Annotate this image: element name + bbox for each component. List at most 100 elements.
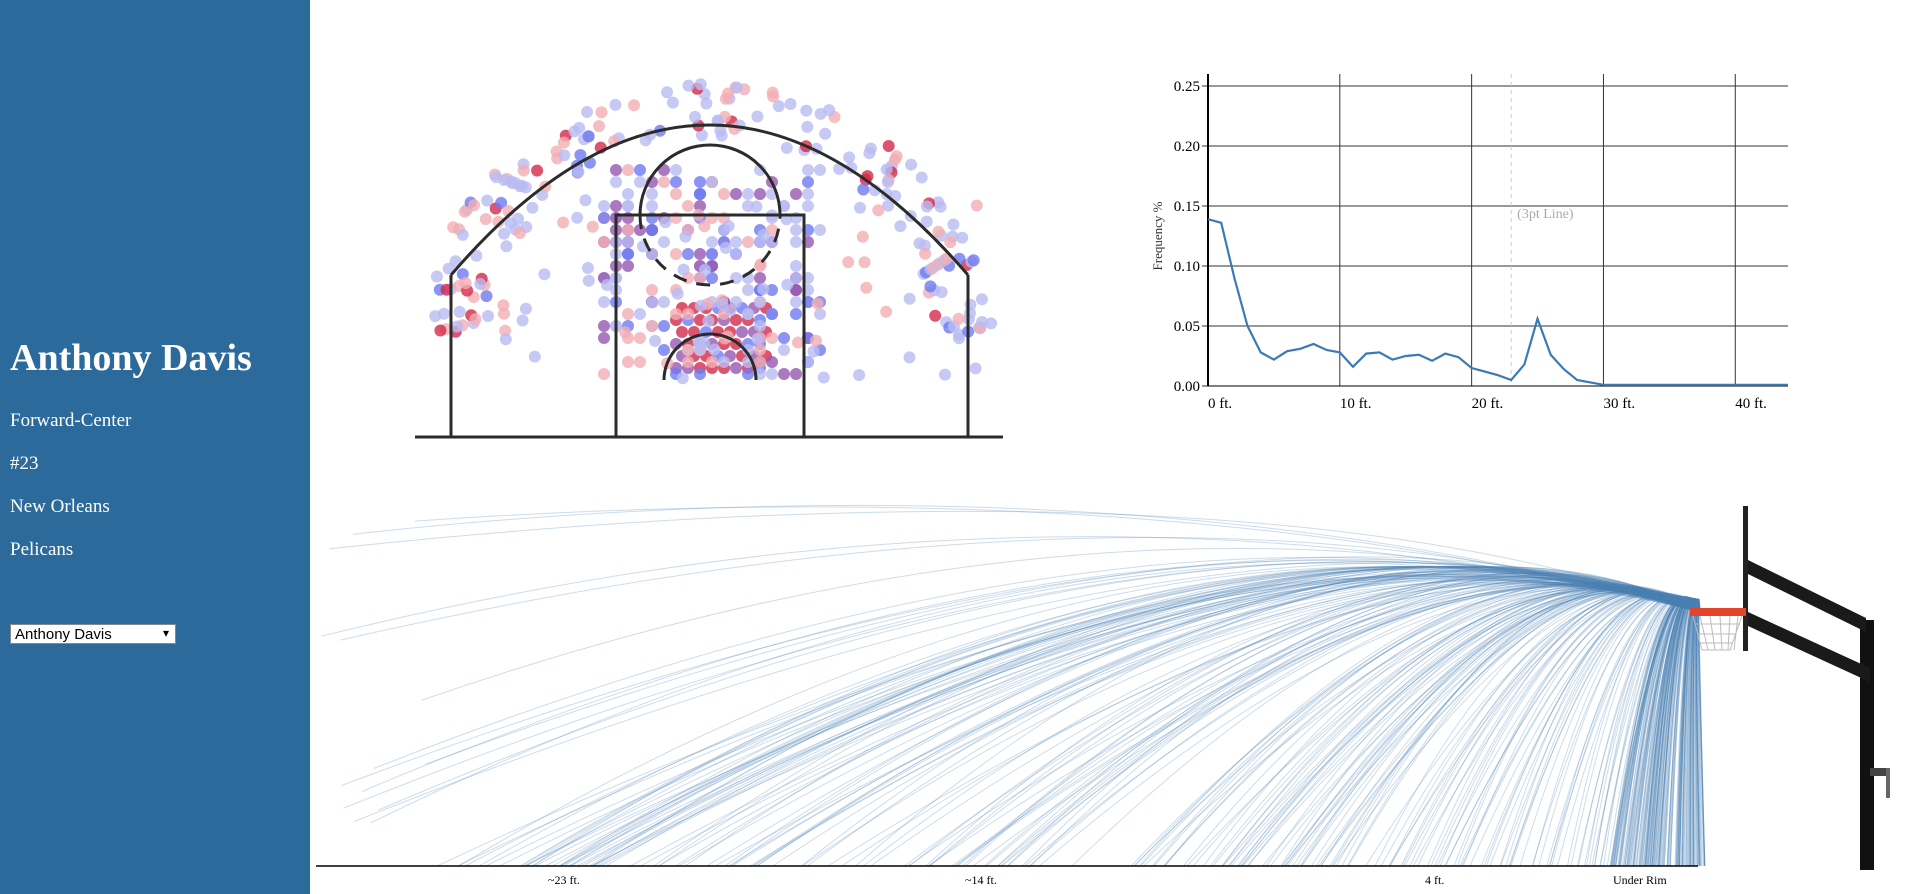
stand-base-bracket [1870, 768, 1886, 776]
shot-dot [890, 150, 903, 163]
shot-arc [1659, 597, 1701, 867]
shot-dot [579, 194, 592, 207]
shot-dot [572, 165, 585, 178]
shot-dot [610, 176, 622, 188]
shot-dot [479, 213, 492, 226]
frequency-y-label: Frequency % [1150, 201, 1165, 270]
shot-arc [1222, 585, 1701, 867]
shot-arc [1647, 597, 1701, 867]
shot-dot [557, 136, 570, 149]
arc-tick-label: ~23 ft. [548, 873, 580, 887]
shot-arc [1692, 598, 1701, 867]
shot-arc [1666, 598, 1701, 867]
shot-dot [689, 110, 701, 123]
shot-arc [560, 577, 1701, 867]
shot-arc [1630, 597, 1701, 867]
shot-dot [754, 344, 766, 356]
shot-arc [1444, 594, 1701, 867]
shot-arc [1551, 594, 1701, 867]
shot-arc [414, 506, 1701, 613]
shot-arc [1693, 598, 1701, 867]
shot-dot [658, 320, 670, 332]
shot-arc [1652, 597, 1701, 867]
shot-dot [646, 284, 658, 296]
stand-arm-lower [1748, 612, 1870, 682]
shot-arc [1227, 589, 1701, 867]
shot-arc [1624, 597, 1701, 867]
frequency-y-ticks: 0.00 0.05 0.10 0.15 0.20 0.25 [1174, 79, 1200, 395]
shot-arc [1680, 598, 1701, 867]
shot-arc [841, 583, 1701, 867]
shot-arc [1140, 584, 1701, 867]
shot-arc [1630, 596, 1701, 867]
shot-dot [730, 248, 742, 260]
shot-dot [480, 290, 493, 303]
shot-arc [1692, 598, 1701, 867]
shot-arc [458, 566, 1701, 867]
shot-arc [1639, 597, 1701, 867]
arc-tick-label: ~14 ft. [965, 873, 997, 887]
shot-arc [464, 566, 1701, 867]
shot-arc [421, 547, 1701, 701]
shot-dot [730, 314, 742, 326]
shot-arc [1663, 598, 1701, 867]
shot-arc [925, 576, 1701, 867]
shot-arc [370, 562, 1701, 824]
shot-dot [646, 224, 658, 236]
shot-arc [1690, 598, 1701, 867]
shot-arc [928, 585, 1701, 867]
shot-arc [1593, 596, 1701, 867]
shot-arc [1670, 598, 1701, 867]
shot-arc [1658, 598, 1701, 867]
shot-dot [730, 362, 742, 374]
shot-arc [928, 572, 1701, 867]
shot-arc [1599, 596, 1701, 867]
shot-arc [1636, 596, 1701, 867]
shot-dot [470, 249, 483, 262]
shot-dot [646, 296, 659, 309]
shot-arc [1685, 598, 1701, 867]
player-select[interactable]: Anthony Davis ▾ [10, 624, 176, 644]
shot-arc [1675, 598, 1701, 867]
shot-dot [512, 212, 524, 225]
shot-arc [1341, 588, 1701, 867]
shot-arc [997, 574, 1701, 867]
shot-arc [1684, 598, 1701, 867]
shot-arc [957, 581, 1701, 867]
shot-dot [694, 200, 706, 212]
shot-dot [634, 356, 646, 368]
shot-dot [814, 164, 826, 176]
shot-dot [658, 176, 670, 188]
shot-dot [784, 98, 797, 110]
three-point-arc [449, 123, 970, 276]
shot-dot [598, 200, 610, 212]
shot-arc [597, 579, 1701, 867]
team-name: Pelicans [10, 539, 74, 560]
shot-dot [802, 176, 814, 188]
shot-dot [622, 224, 634, 236]
shot-dot [944, 236, 957, 249]
shot-dot [516, 314, 529, 327]
shot-arc [1627, 597, 1701, 867]
shot-arc [1658, 597, 1701, 867]
shot-arc [1417, 589, 1701, 867]
shot-arc [1676, 598, 1701, 867]
shot-arc [1682, 598, 1701, 867]
shot-arc [1594, 596, 1701, 867]
shot-dot [700, 97, 713, 110]
shot-dot [952, 312, 965, 325]
shot-arc [1651, 598, 1701, 867]
shot-dot [742, 188, 754, 200]
shot-arc [1282, 591, 1701, 867]
shot-arc [569, 566, 1701, 867]
shot-arc [1611, 596, 1701, 867]
shot-dot [792, 336, 804, 349]
paint [614, 213, 806, 439]
shot-dot [706, 248, 718, 260]
shot-arc [1651, 598, 1701, 867]
shot-dot [677, 263, 690, 276]
shot-arc [640, 579, 1701, 867]
shot-arc [955, 580, 1701, 867]
shot-dot [751, 332, 764, 345]
shot-dot [482, 310, 494, 322]
